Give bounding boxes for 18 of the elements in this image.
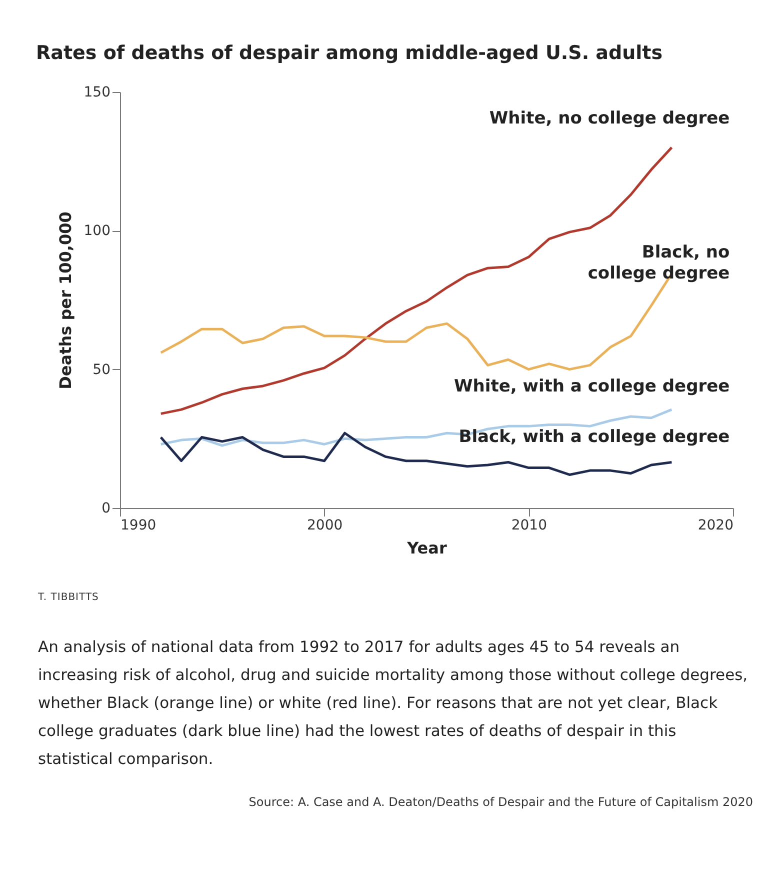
y-tick-label: 150 [84, 84, 110, 100]
chart-title: Rates of deaths of despair among middle-aged U.S. adults [36, 42, 663, 64]
y-tick-label: 50 [92, 362, 110, 378]
y-tick-label: 0 [102, 500, 110, 516]
text: T. TIBBITTS [38, 592, 100, 603]
series-label: Black, with a college degree [458, 427, 730, 448]
x-tick-label: 2000 [307, 518, 343, 534]
text: White, no college degree [489, 108, 730, 128]
series-label: Black, no college degree [588, 242, 730, 284]
x-tick-label: 2020 [698, 518, 734, 534]
x-axis-title: Year [406, 538, 447, 558]
text: An analysis of national data from 1992 to 2017 for adults ages 45 to 54 reveals an increasing risk of alcohol, drug and suicide mortality among those without college degrees, whether Black (orange line) or white (red line). For reasons that are not yet clear, Black college graduates (dark blue line) had the lowest rates of deaths of despair in this statistical comparison. [38, 637, 749, 770]
source-note: Source: A. Case and A. Deaton/Deaths of Despair and the Future of Capitalism 2020 [248, 795, 753, 809]
text: White, with a college degree [454, 376, 730, 397]
y-axis-title: Deaths per 100,000 [56, 212, 75, 390]
x-tick-label: 1990 [120, 518, 156, 534]
x-tick-label: 2010 [511, 518, 547, 534]
y-tick-label: 100 [84, 223, 110, 240]
